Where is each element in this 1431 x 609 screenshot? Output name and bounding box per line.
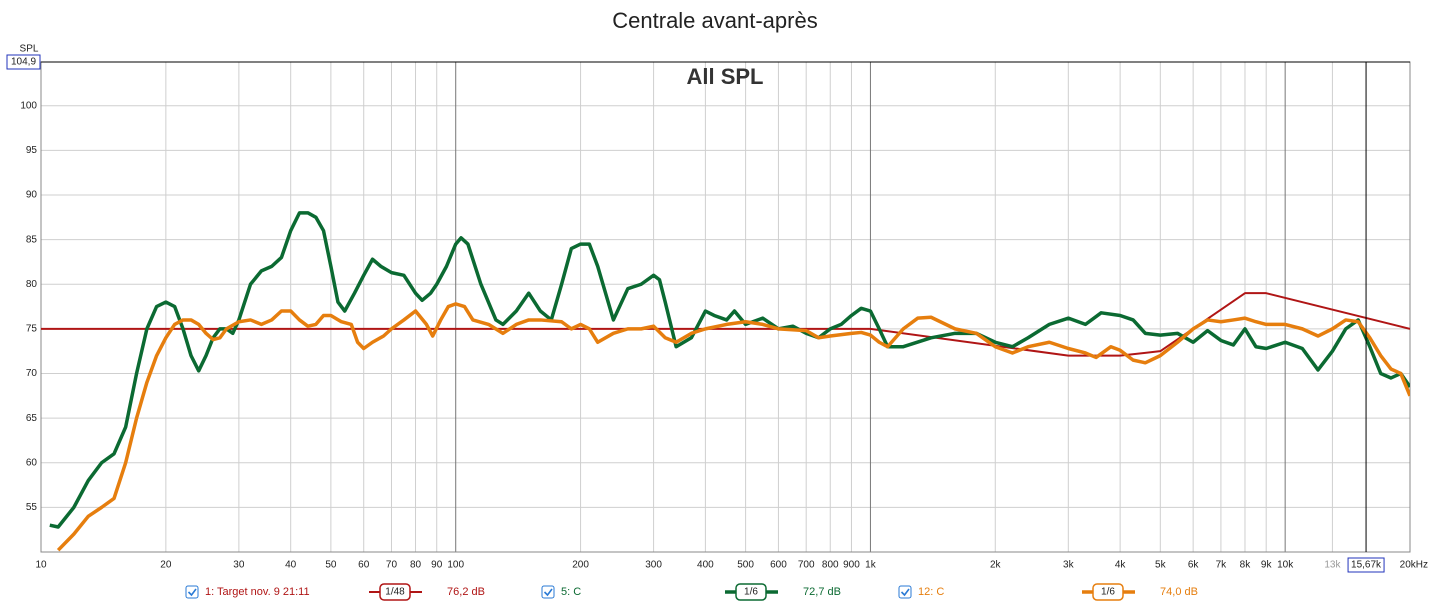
x-tick-label: 5k <box>1155 560 1167 571</box>
x-tick-label: 200 <box>572 560 589 571</box>
x-tick-label: 50 <box>325 560 337 571</box>
legend-level: 74,0 dB <box>1160 586 1198 598</box>
x-tick-label: 30 <box>233 560 245 571</box>
y-tick-label: 95 <box>26 145 38 156</box>
legend-level: 72,7 dB <box>803 586 841 598</box>
x-tick-label: 600 <box>770 560 787 571</box>
x-tick-label: 3k <box>1063 560 1075 571</box>
legend-item: 5: C 1/6 72,7 dB <box>541 583 841 601</box>
x-tick-label: 500 <box>737 560 754 571</box>
x-tick-label: 13k <box>1324 560 1341 571</box>
checkbox[interactable] <box>898 585 912 599</box>
checkbox[interactable] <box>541 585 555 599</box>
x-tick-label: 1k <box>865 560 877 571</box>
checkbox[interactable] <box>185 585 199 599</box>
series-line <box>41 292 1410 357</box>
chart-subtitle: All SPL <box>686 64 763 89</box>
x-tick-label: 2k <box>990 560 1002 571</box>
y-tick-label: 85 <box>26 234 38 245</box>
legend-item: 1: Target nov. 9 21:11 1/48 76,2 dB <box>185 583 485 601</box>
x-tick-label: 6k <box>1188 560 1200 571</box>
x-tick-label: 900 <box>843 560 860 571</box>
legend-item: 12: C 1/6 74,0 dB <box>898 583 1198 601</box>
x-tick-label: 70 <box>386 560 398 571</box>
checkmark <box>187 588 197 597</box>
x-tick-label: 4k <box>1115 560 1127 571</box>
y-tick-label: 75 <box>26 324 38 335</box>
x-tick-label: 20kHz <box>1400 560 1428 571</box>
smoothing-label: 1/48 <box>385 587 405 598</box>
x-tick-label: 9k <box>1261 560 1273 571</box>
x-tick-label: 8k <box>1240 560 1252 571</box>
checkmark <box>543 588 553 597</box>
smoothing-box[interactable] <box>735 583 767 601</box>
x-tick-label: 60 <box>358 560 370 571</box>
y-tick-label: 100 <box>20 100 37 111</box>
x-tick-label: 800 <box>822 560 839 571</box>
x-tick-label: 40 <box>285 560 297 571</box>
legend-label: 12: C <box>918 586 944 598</box>
chart-title: Centrale avant-après <box>612 8 817 33</box>
y-tick-label: 90 <box>26 190 38 201</box>
cursor-label: 15,67k <box>1351 560 1382 571</box>
y-axis-label: SPL <box>20 44 39 55</box>
smoothing-box[interactable] <box>1092 583 1124 601</box>
cursor-label: 104,9 <box>11 57 36 68</box>
x-tick-label: 90 <box>431 560 443 571</box>
series-line <box>49 211 1410 529</box>
x-tick-label: 10 <box>35 560 47 571</box>
y-tick-label: 60 <box>26 457 38 468</box>
x-tick-label: 100 <box>447 560 464 571</box>
x-tick-label: 10k <box>1277 560 1294 571</box>
cursor-box <box>1347 557 1385 573</box>
legend-level: 76,2 dB <box>447 586 485 598</box>
x-tick-label: 300 <box>645 560 662 571</box>
x-tick-label: 400 <box>697 560 714 571</box>
y-tick-label: 70 <box>26 368 38 379</box>
x-tick-label: 7k <box>1216 560 1228 571</box>
cursor-box <box>6 54 41 70</box>
y-tick-label: 65 <box>26 413 38 424</box>
y-tick-label: 80 <box>26 279 38 290</box>
y-tick-label: 55 <box>26 502 38 513</box>
checkmark <box>900 588 910 597</box>
smoothing-box[interactable] <box>379 583 411 601</box>
smoothing-label: 1/6 <box>1101 587 1115 598</box>
x-tick-label: 80 <box>410 560 422 571</box>
x-tick-label: 700 <box>798 560 815 571</box>
x-tick-label: 20 <box>160 560 172 571</box>
legend-label: 5: C <box>561 586 581 598</box>
series-line <box>56 302 1410 552</box>
legend-label: 1: Target nov. 9 21:11 <box>205 586 310 598</box>
smoothing-label: 1/6 <box>744 587 758 598</box>
